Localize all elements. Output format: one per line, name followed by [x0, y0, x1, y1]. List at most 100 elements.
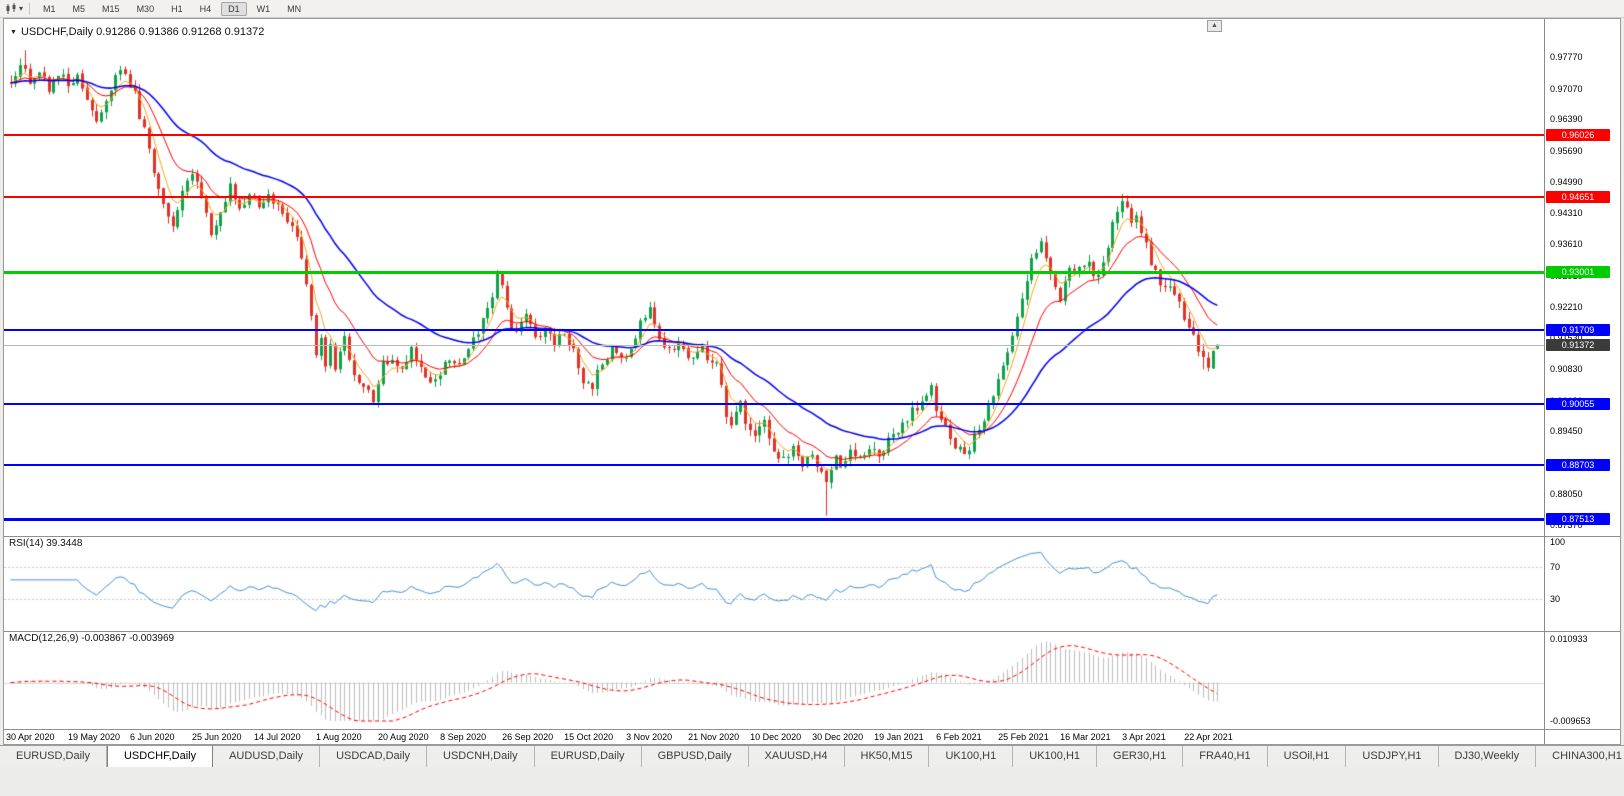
tab-eurusd-daily[interactable]: EURUSD,Daily — [0, 746, 107, 767]
bid-price-badge: 0.91372 — [1546, 338, 1610, 351]
chart-type-dropdown-icon[interactable]: ▾ — [19, 4, 24, 13]
tab-usdcnh-daily[interactable]: USDCNH,Daily — [427, 746, 535, 767]
date-axis-divider — [4, 729, 1620, 730]
rsi-label: RSI(14) 39.3448 — [9, 538, 83, 549]
price-tick: 0.96390 — [1550, 114, 1583, 125]
date-label: 30 Apr 2020 — [6, 732, 55, 742]
timeframe-mn[interactable]: MN — [287, 3, 302, 14]
date-label: 14 Jul 2020 — [254, 732, 301, 742]
price-tick: 0.88050 — [1550, 489, 1583, 500]
timeframe-m1[interactable]: M1 — [43, 3, 56, 14]
date-label: 16 Mar 2021 — [1060, 732, 1111, 742]
timeframe-w1[interactable]: W1 — [256, 3, 271, 14]
date-label: 6 Jun 2020 — [130, 732, 175, 742]
date-label: 22 Apr 2021 — [1184, 732, 1233, 742]
date-label: 15 Oct 2020 — [564, 732, 614, 742]
price-tick: 0.94990 — [1550, 177, 1583, 188]
date-label: 21 Nov 2020 — [688, 732, 740, 742]
price-tick: 0.92210 — [1550, 302, 1583, 313]
date-label: 25 Feb 2021 — [998, 732, 1049, 742]
horizontal-line-0.87513[interactable] — [4, 517, 1544, 521]
horizontal-line-0.90055[interactable] — [4, 403, 1544, 406]
date-axis[interactable]: 30 Apr 2020 19 May 2020 6 Jun 2020 25 Jun 2… — [4, 730, 1544, 744]
timeframe-h4[interactable]: H4 — [199, 3, 212, 14]
timeframe-m5[interactable]: M5 — [72, 3, 86, 14]
price-badge-0.91709: 0.91709 — [1546, 323, 1610, 336]
chart-type-icon[interactable] — [5, 2, 18, 15]
tab-usdcad-daily[interactable]: USDCAD,Daily — [320, 746, 428, 767]
price-tick: 0.87370 — [1550, 520, 1583, 530]
price-badge-0.93001: 0.93001 — [1546, 265, 1610, 278]
horizontal-line-0.94651[interactable] — [4, 196, 1544, 199]
tab-dj30-weekly[interactable]: DJ30,Weekly — [1438, 746, 1537, 767]
date-label: 30 Dec 2020 — [812, 732, 864, 742]
tab-xauusd-h4[interactable]: XAUUSD,H4 — [748, 746, 845, 767]
tab-usdjpy-h1[interactable]: USDJPY,H1 — [1346, 746, 1439, 767]
date-label: 10 Dec 2020 — [750, 732, 802, 742]
rsi-level-label: 70 — [1550, 561, 1561, 572]
date-label: 6 Feb 2021 — [936, 732, 982, 742]
price-tick: 0.93610 — [1550, 239, 1583, 250]
chart-window: ▼ USDCHF,Daily 0.91286 0.91386 0.91268 0… — [3, 18, 1621, 745]
price-badge-0.94651: 0.94651 — [1546, 191, 1610, 204]
main-toolbar: ▾ M1 M5 M15 M30 H1 H4 D1 W1 MN — [0, 0, 1624, 18]
rsi-level-label: 30 — [1550, 594, 1561, 605]
chart-title: USDCHF,Daily 0.91286 0.91386 0.91268 0.9… — [20, 26, 265, 38]
timeframe-d1[interactable]: D1 — [221, 1, 247, 16]
price-badge-0.96026: 0.96026 — [1546, 129, 1610, 142]
price-chart-canvas[interactable] — [4, 19, 1544, 744]
tab-ger30-h1[interactable]: GER30,H1 — [1097, 746, 1184, 767]
tab-eurusd-daily[interactable]: EURUSD,Daily — [534, 746, 642, 767]
date-label: 1 Aug 2020 — [316, 732, 362, 742]
toolbar-separator — [29, 2, 31, 15]
chart-tabs: EURUSD,Daily USDCHF,Daily AUDUSD,Daily USDC… — [0, 745, 1624, 767]
date-label: 19 Jan 2021 — [874, 732, 924, 742]
date-label: 25 Jun 2020 — [192, 732, 242, 742]
tab-gbpusd-daily[interactable]: GBPUSD,Daily — [641, 746, 749, 767]
macd-label: MACD(12,26,9) -0.003867 -0.003969 — [9, 633, 175, 644]
price-axis[interactable]: 0.97770 0.97070 0.96390 0.95690 0.94990 0.943… — [1545, 19, 1620, 744]
price-tick: 0.95690 — [1550, 145, 1583, 156]
timeframe-m15[interactable]: M15 — [102, 3, 120, 14]
date-label: 8 Sep 2020 — [440, 732, 487, 742]
price-axis-separator[interactable] — [1544, 19, 1545, 744]
horizontal-line-0.91709[interactable] — [4, 328, 1544, 331]
date-label: 26 Sep 2020 — [502, 732, 554, 742]
date-label: 3 Nov 2020 — [626, 732, 673, 742]
date-label: 19 May 2020 — [68, 732, 121, 742]
scroll-up-button[interactable]: ▲ — [1207, 20, 1222, 32]
macd-axis-label: 0.010933 — [1550, 634, 1588, 644]
timeframe-h1[interactable]: H1 — [171, 3, 183, 14]
price-tick: 0.89450 — [1550, 426, 1583, 437]
price-badge-0.87513: 0.87513 — [1546, 512, 1610, 525]
horizontal-line-0.93001[interactable] — [4, 270, 1544, 274]
horizontal-line-0.96026[interactable] — [4, 134, 1544, 137]
rsi-level-label: 100 — [1550, 537, 1566, 547]
tab-uk100-h1[interactable]: UK100,H1 — [929, 746, 1014, 767]
price-badge-0.88703: 0.88703 — [1546, 459, 1610, 471]
rsi-panel-divider[interactable] — [4, 536, 1620, 537]
macd-panel-divider[interactable] — [4, 631, 1620, 632]
tab-usoil-h1[interactable]: USOil,H1 — [1267, 746, 1347, 767]
horizontal-line-0.88703[interactable] — [4, 464, 1544, 466]
chart-header: ▼ USDCHF,Daily 0.91286 0.91386 0.91268 0… — [10, 26, 264, 38]
tab-hk50-m15[interactable]: HK50,M15 — [844, 746, 930, 767]
tab-fra40-h1[interactable]: FRA40,H1 — [1183, 746, 1268, 767]
tab-uk100-h1[interactable]: UK100,H1 — [1013, 746, 1098, 767]
timeframe-m30[interactable]: M30 — [136, 3, 155, 14]
price-tick: 0.97070 — [1550, 83, 1583, 94]
hlines-layer — [4, 19, 1544, 744]
macd-axis-label: -0.009653 — [1550, 716, 1591, 726]
symbol-menu-icon[interactable]: ▼ — [10, 28, 17, 36]
timeframe-buttons: M1 M5 M15 M30 H1 H4 D1 W1 MN — [36, 1, 308, 16]
tab-china300-h1[interactable]: CHINA300,H1 — [1536, 746, 1624, 767]
date-label: 3 Apr 2021 — [1122, 732, 1166, 742]
bid-line — [4, 344, 1544, 346]
date-label: 20 Aug 2020 — [378, 732, 429, 742]
price-tick: 0.97770 — [1550, 52, 1583, 62]
price-tick: 0.91530 — [1550, 332, 1583, 343]
price-tick: 0.90830 — [1550, 364, 1583, 375]
tab-usdchf-daily[interactable]: USDCHF,Daily — [106, 746, 214, 767]
status-bar — [0, 767, 1624, 796]
tab-audusd-daily[interactable]: AUDUSD,Daily — [213, 746, 321, 767]
